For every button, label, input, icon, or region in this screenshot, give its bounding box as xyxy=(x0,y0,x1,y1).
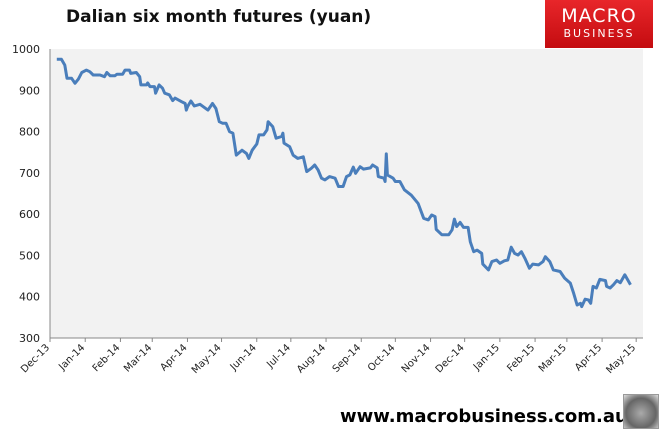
x-tick-label: Feb-15 xyxy=(505,342,537,374)
x-tick-label: Jul-14 xyxy=(264,342,293,371)
x-tick-label: Sep-14 xyxy=(331,342,364,375)
series-line xyxy=(56,57,632,309)
y-tick-label: 1000 xyxy=(12,43,40,56)
x-tick-label: Apr-15 xyxy=(573,342,604,373)
footer-url: www.macrobusiness.com.au xyxy=(340,406,628,427)
logo-line-1: MACRO xyxy=(561,5,637,27)
y-tick-label: 500 xyxy=(19,249,40,262)
plot-area xyxy=(50,49,643,338)
y-tick-label: 800 xyxy=(19,126,40,139)
y-tick-label: 400 xyxy=(19,291,40,304)
x-tick-label: Jun-14 xyxy=(228,342,259,373)
macrobusiness-logo: MACRO BUSINESS xyxy=(545,0,653,48)
x-tick-label: Dec-13 xyxy=(19,342,52,375)
x-tick-label: May-15 xyxy=(604,342,638,376)
y-tick-label: 600 xyxy=(19,208,40,221)
x-tick-label: Apr-14 xyxy=(158,342,189,373)
x-tick-label: Mar-15 xyxy=(537,342,569,374)
y-axis: 1000 900 800 700 600 500 400 300 xyxy=(12,43,51,345)
y-tick-label: 300 xyxy=(19,332,40,345)
y-tick-label: 700 xyxy=(19,167,40,180)
x-tick-label: Mar-14 xyxy=(122,342,154,374)
x-tick-label: Feb-14 xyxy=(91,342,123,374)
chart-title: Dalian six month futures (yuan) xyxy=(66,7,372,27)
x-tick-label: Jan-14 xyxy=(56,342,87,373)
x-tick-label: Aug-14 xyxy=(295,342,328,375)
x-axis: Dec-13 Jan-14 Feb-14 Mar-14 Apr-14 May-14 Jun-… xyxy=(19,337,643,376)
x-tick-label: Dec-14 xyxy=(434,342,467,375)
x-tick-label: Jan-15 xyxy=(471,342,502,373)
y-tick-label: 900 xyxy=(19,84,40,97)
logo-line-2: BUSINESS xyxy=(563,27,635,40)
x-tick-label: Oct-14 xyxy=(366,342,398,374)
x-tick-label: Nov-14 xyxy=(400,342,433,375)
x-tick-label: May-14 xyxy=(190,342,224,376)
wolf-logo-image xyxy=(623,394,659,429)
